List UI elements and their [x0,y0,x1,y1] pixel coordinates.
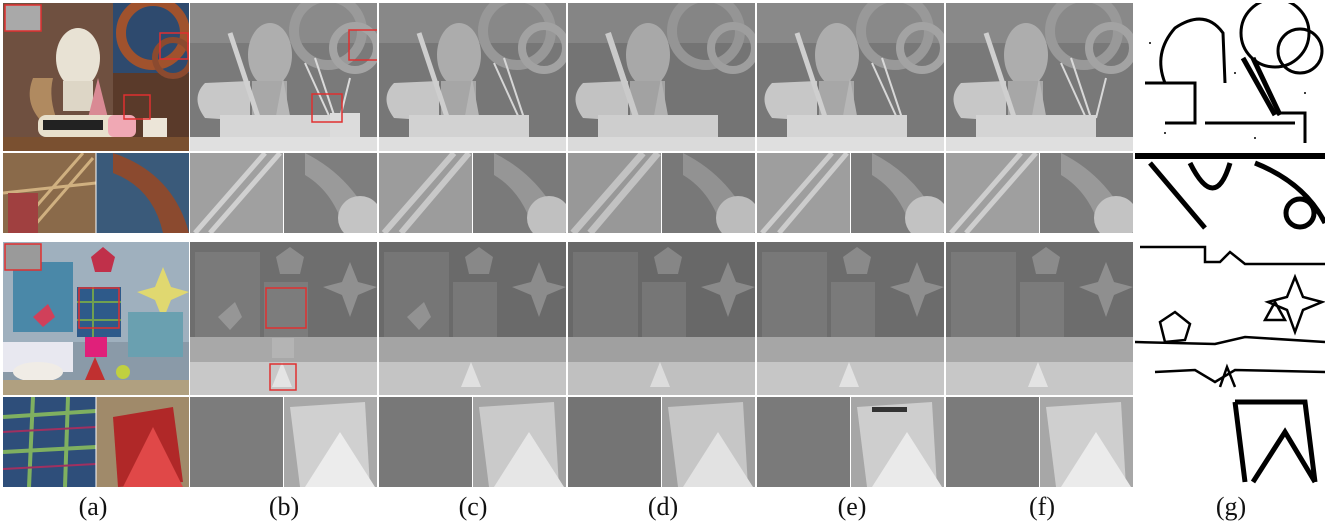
highlight-box [159,32,189,60]
depth-map-art [946,3,1133,151]
column-e [757,3,944,487]
error-zoom-moebius [1135,397,1325,487]
highlight-box [123,94,151,120]
column-g [1135,3,1325,487]
depth-map-moebius [379,242,566,395]
caption-g: (g) [1215,492,1247,521]
depth-map-art [757,3,944,151]
column-a [3,3,189,487]
caption-e: (e) [837,492,867,521]
highlight-box [348,29,377,61]
depth-zoom-moebius [190,397,377,487]
figure-grid [3,3,1325,487]
depth-map-art [190,3,377,151]
caption-a: (a) [78,492,108,521]
column-d [568,3,755,487]
caption-c: (c) [458,492,488,521]
highlight-box [269,363,297,391]
depth-zoom-art [190,153,377,233]
highlight-box [78,287,120,329]
depth-zoom-art [757,153,944,233]
highlight-box [311,93,343,123]
depth-map-moebius [946,242,1133,395]
column-c [379,3,566,487]
error-map-art [1135,3,1325,151]
depth-map-art [568,3,755,151]
depth-map-moebius [568,242,755,395]
depth-zoom-moebius [946,397,1133,487]
depth-zoom-art [568,153,755,233]
color-zoom-art [3,153,189,233]
column-f [946,3,1133,487]
color-image-moebius [3,242,189,395]
depth-zoom-moebius [379,397,566,487]
inset-thumbnail [4,243,42,271]
color-zoom-moebius [3,397,189,487]
color-image-art [3,3,189,151]
caption-d: (d) [647,492,679,521]
depth-zoom-moebius [568,397,755,487]
depth-zoom-moebius [757,397,944,487]
depth-map-art [379,3,566,151]
caption-b: (b) [268,492,300,521]
inset-thumbnail [4,4,42,32]
depth-zoom-art [946,153,1133,233]
column-b [190,3,377,487]
highlight-box [265,287,307,329]
depth-map-moebius [190,242,377,395]
error-zoom-art [1135,153,1325,233]
caption-f: (f) [1029,492,1055,521]
depth-map-moebius [757,242,944,395]
depth-zoom-art [379,153,566,233]
error-map-moebius [1135,242,1325,395]
